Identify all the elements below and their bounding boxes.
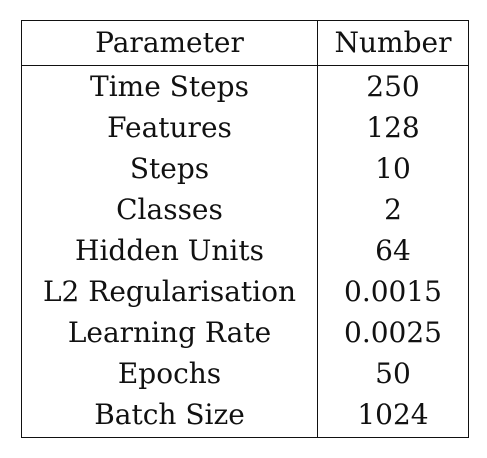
- row-number: 128: [366, 111, 420, 144]
- row-number: 250: [366, 70, 420, 103]
- row-number: 10: [375, 152, 411, 185]
- row-number: 1024: [357, 398, 429, 431]
- row-parameter: Features: [107, 111, 232, 144]
- row-parameter: Batch Size: [94, 398, 245, 431]
- row-parameter: Classes: [116, 193, 223, 226]
- row-number: 0.0015: [344, 275, 442, 308]
- row-parameter: Time Steps: [90, 70, 249, 103]
- row-number: 64: [375, 234, 411, 267]
- column-divider: [317, 21, 318, 437]
- row-parameter: Steps: [129, 152, 210, 185]
- header-rule: [22, 65, 468, 66]
- row-number: 0.0025: [344, 316, 442, 349]
- header-parameter: Parameter: [95, 26, 244, 59]
- row-number: 2: [384, 193, 402, 226]
- row-number: 50: [375, 357, 411, 390]
- parameter-table: Parameter Number Time Steps 250 Features…: [21, 20, 469, 438]
- row-parameter: Epochs: [117, 357, 222, 390]
- row-parameter: Learning Rate: [67, 316, 272, 349]
- row-parameter: L2 Regularisation: [42, 275, 297, 308]
- row-parameter: Hidden Units: [75, 234, 264, 267]
- header-number: Number: [334, 26, 452, 59]
